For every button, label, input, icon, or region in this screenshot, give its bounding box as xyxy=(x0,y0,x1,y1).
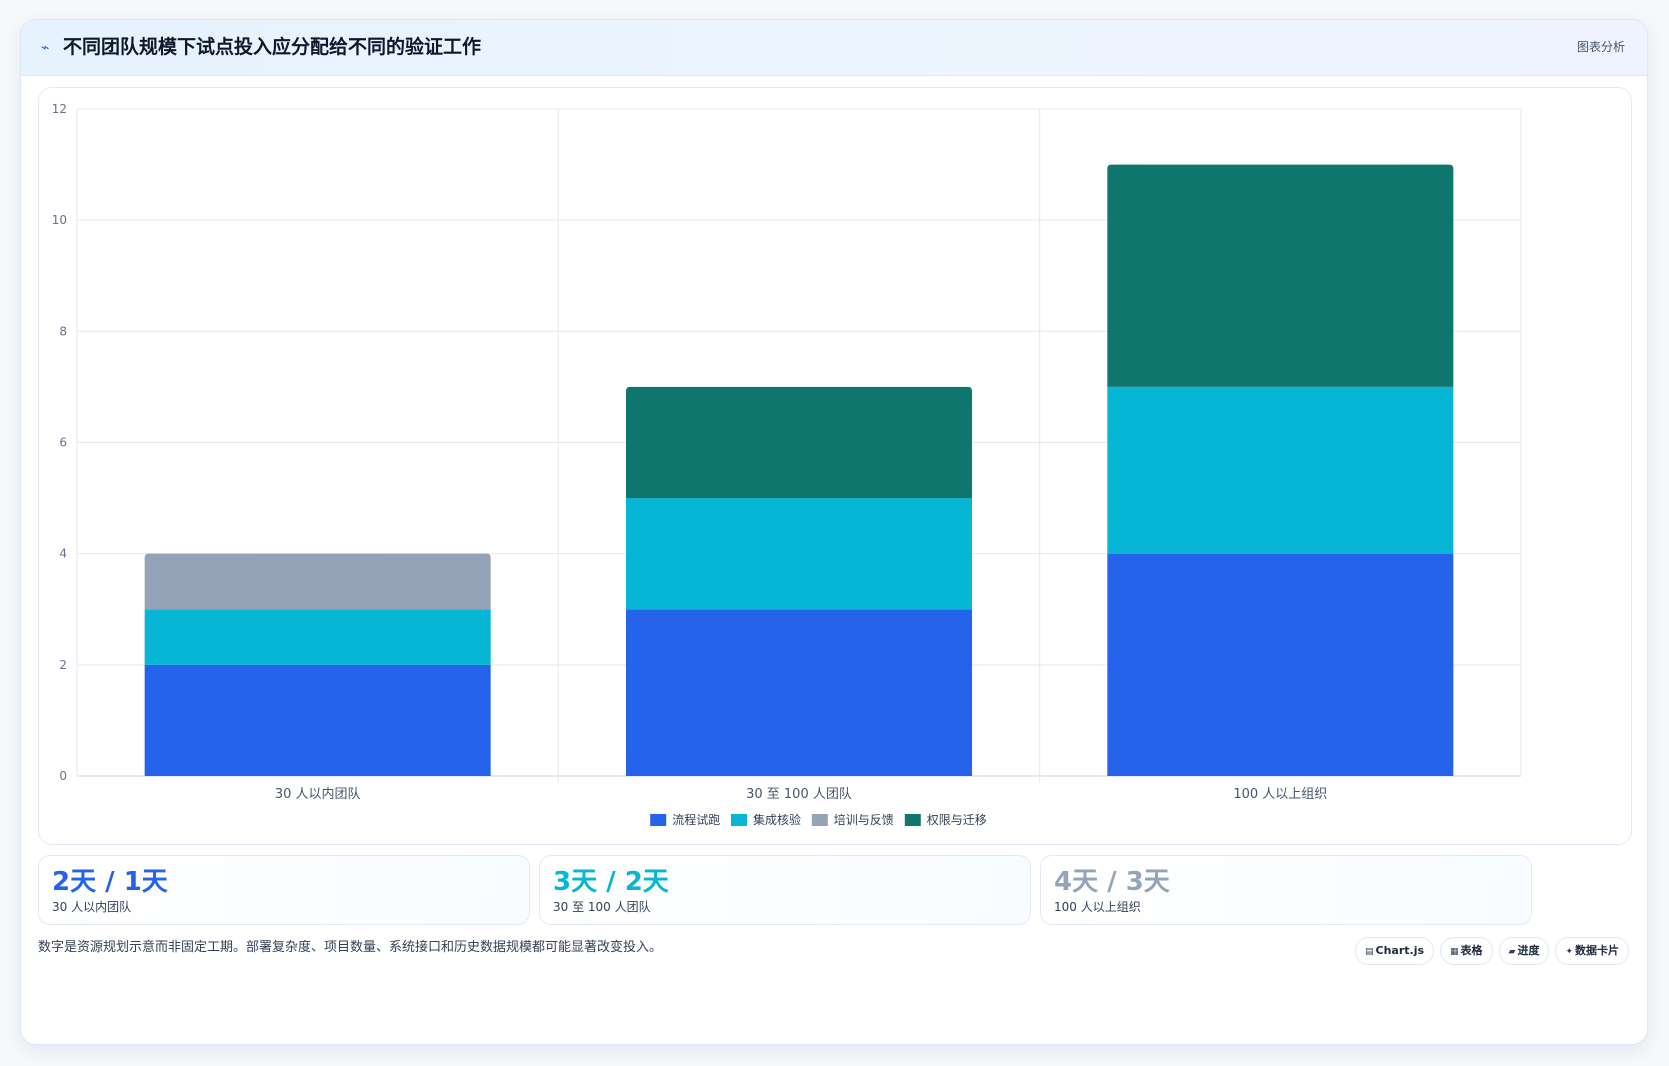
sparkle-icon: ✦ xyxy=(1565,947,1573,957)
stat-label: 100 人以上组织 xyxy=(1054,900,1141,914)
table-icon: ▦ xyxy=(1450,947,1459,957)
y-tick-label: 10 xyxy=(52,213,67,227)
y-tick-label: 8 xyxy=(59,324,67,338)
legend-swatch xyxy=(650,814,667,826)
pill-sparkle[interactable]: ✦ 数据卡片 xyxy=(1555,937,1629,965)
bar-segment xyxy=(144,553,491,610)
stat-card: 4天 / 3天 100 人以上组织 xyxy=(1040,855,1532,925)
pill-label: 数据卡片 xyxy=(1575,944,1619,957)
chart-analysis-tag: 图表分析 xyxy=(1576,40,1625,54)
pill-progress[interactable]: ▰ 进度 xyxy=(1498,937,1550,965)
pill-label: 表格 xyxy=(1460,944,1483,957)
legend-label: 培训与反馈 xyxy=(834,812,894,827)
legend-label: 集成核验 xyxy=(753,812,801,827)
stats-row: 2天 / 1天 30 人以内团队 3天 / 2天 30 至 100 人团队 4天 / 3… xyxy=(38,855,1632,925)
y-tick-label: 6 xyxy=(59,436,67,450)
pill-chart[interactable]: ▤ Chart.js xyxy=(1354,937,1435,965)
x-tick-label: 30 人以内团队 xyxy=(275,786,361,802)
stat-value: 3天 / 2天 xyxy=(553,867,669,897)
pill-label: 进度 xyxy=(1517,944,1540,957)
bar-segment xyxy=(626,386,972,499)
trend-line-icon: ⌁ xyxy=(41,40,50,56)
feature-pills: ▤ Chart.js ▦ 表格 ▰ 进度 ✦ 数据卡片 xyxy=(1349,937,1629,967)
stat-card: 3天 / 2天 30 至 100 人团队 xyxy=(539,855,1031,925)
y-tick-label: 12 xyxy=(52,102,67,116)
legend-swatch xyxy=(904,814,921,826)
x-tick-label: 100 人以上组织 xyxy=(1233,787,1327,802)
legend-label: 权限与迁移 xyxy=(927,813,987,827)
card-header: ⌁ 不同团队规模下试点投入应分配给不同的验证工作 图表分析 xyxy=(21,20,1647,76)
pill-label: Chart.js xyxy=(1375,944,1425,957)
legend-swatch xyxy=(811,814,828,826)
chart-card: ⌁ 不同团队规模下试点投入应分配给不同的验证工作 图表分析 0 2 4 6 8 10 12 3… xyxy=(20,19,1648,1045)
bar-segment xyxy=(1107,553,1454,776)
bar-segment xyxy=(144,609,491,665)
bar-segment xyxy=(626,498,972,610)
y-tick-label: 4 xyxy=(59,547,67,561)
stat-card: 2天 / 1天 30 人以内团队 xyxy=(38,855,530,925)
progress-icon: ▰ xyxy=(1508,947,1516,957)
footnote: 数字是资源规划示意而非固定工期。部署复杂度、项目数量、系统接口和历史数据规模都可… xyxy=(38,940,663,955)
stat-label: 30 至 100 人团队 xyxy=(553,900,651,914)
x-tick-label: 30 至 100 人团队 xyxy=(746,787,852,802)
bar-segment xyxy=(1107,386,1454,554)
y-tick-label: 0 xyxy=(59,769,67,783)
bar-segment xyxy=(626,609,972,776)
y-tick-label: 2 xyxy=(59,658,67,672)
bar-segment xyxy=(1107,164,1454,387)
pill-table[interactable]: ▦ 表格 xyxy=(1440,937,1493,965)
chart-icon: ▤ xyxy=(1364,947,1374,957)
plot-panel: 0 2 4 6 8 10 12 30 人以内团队 30 至 100 人团队 100 人以上组织流程… xyxy=(38,87,1632,845)
page-title: 不同团队规模下试点投入应分配给不同的验证工作 xyxy=(63,36,482,58)
stat-value: 4天 / 3天 xyxy=(1054,867,1170,897)
legend-label: 流程试跑 xyxy=(672,812,720,827)
stacked-bar-chart: 0 2 4 6 8 10 12 30 人以内团队 30 至 100 人团队 100 人以上组织流程… xyxy=(52,102,1522,827)
bar-segment xyxy=(144,664,491,776)
legend-swatch xyxy=(731,814,747,826)
stat-label: 30 人以内团队 xyxy=(52,900,132,914)
stat-value: 2天 / 1天 xyxy=(52,867,168,897)
